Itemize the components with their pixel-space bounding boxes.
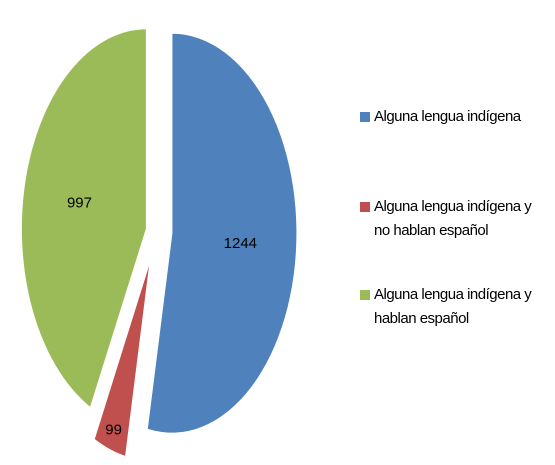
legend-label: Alguna lengua indígena <box>374 108 521 125</box>
data-label: 99 <box>105 422 122 439</box>
pie-slice <box>93 260 151 458</box>
legend-swatch <box>360 290 370 300</box>
data-label: 1244 <box>224 235 257 252</box>
data-label: 997 <box>67 194 92 211</box>
legend-item: Alguna lengua indígena <box>360 105 550 129</box>
legend-swatch <box>360 112 370 122</box>
legend-label: Alguna lengua indígena y no hablan españ… <box>374 198 532 239</box>
legend-label: Alguna lengua indígena y hablan español <box>374 286 532 327</box>
pie-slice <box>20 28 147 409</box>
pie-slice <box>146 32 298 434</box>
legend-item: Alguna lengua indígena y hablan español <box>360 283 550 331</box>
legend-swatch <box>360 202 370 212</box>
legend-item: Alguna lengua indígena y no hablan españ… <box>360 195 550 243</box>
